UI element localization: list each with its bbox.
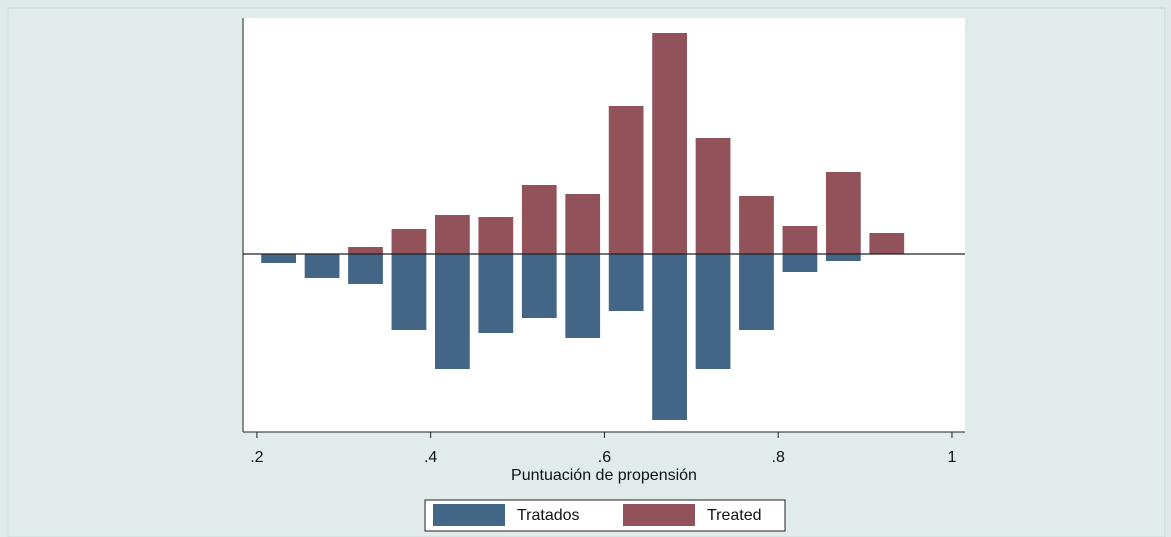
bar	[478, 254, 514, 333]
bar	[695, 254, 731, 369]
bar	[652, 33, 687, 254]
bar	[348, 247, 383, 254]
x-tick-label: 1	[948, 449, 957, 466]
bar	[435, 215, 470, 254]
bar	[869, 233, 905, 254]
x-tick-label: .8	[772, 449, 785, 466]
bar	[608, 254, 644, 311]
bar	[348, 254, 383, 284]
legend-swatch	[433, 504, 505, 526]
x-axis-title: Puntuación de propensión	[511, 467, 697, 484]
bar	[825, 172, 861, 254]
legend-label: Treated	[707, 507, 762, 524]
bar	[521, 254, 557, 318]
bar	[261, 254, 296, 263]
bar	[652, 254, 687, 420]
bar	[608, 106, 644, 254]
bar	[391, 254, 427, 330]
bar	[825, 254, 861, 261]
bar	[565, 194, 601, 254]
bar	[435, 254, 470, 369]
bar	[695, 138, 731, 254]
bar	[739, 196, 774, 254]
bar	[478, 217, 514, 254]
bar	[391, 229, 427, 254]
x-tick-label: .2	[250, 449, 263, 466]
legend-swatch	[623, 504, 695, 526]
bar	[782, 254, 818, 272]
bar	[739, 254, 774, 330]
bar	[304, 254, 340, 278]
bar	[565, 254, 601, 338]
legend-label: Tratados	[517, 507, 580, 524]
bar	[782, 226, 818, 254]
legend: Tratados Treated	[424, 499, 786, 532]
x-tick-label: .6	[598, 449, 611, 466]
x-tick-label: .4	[424, 449, 437, 466]
bar	[521, 185, 557, 254]
